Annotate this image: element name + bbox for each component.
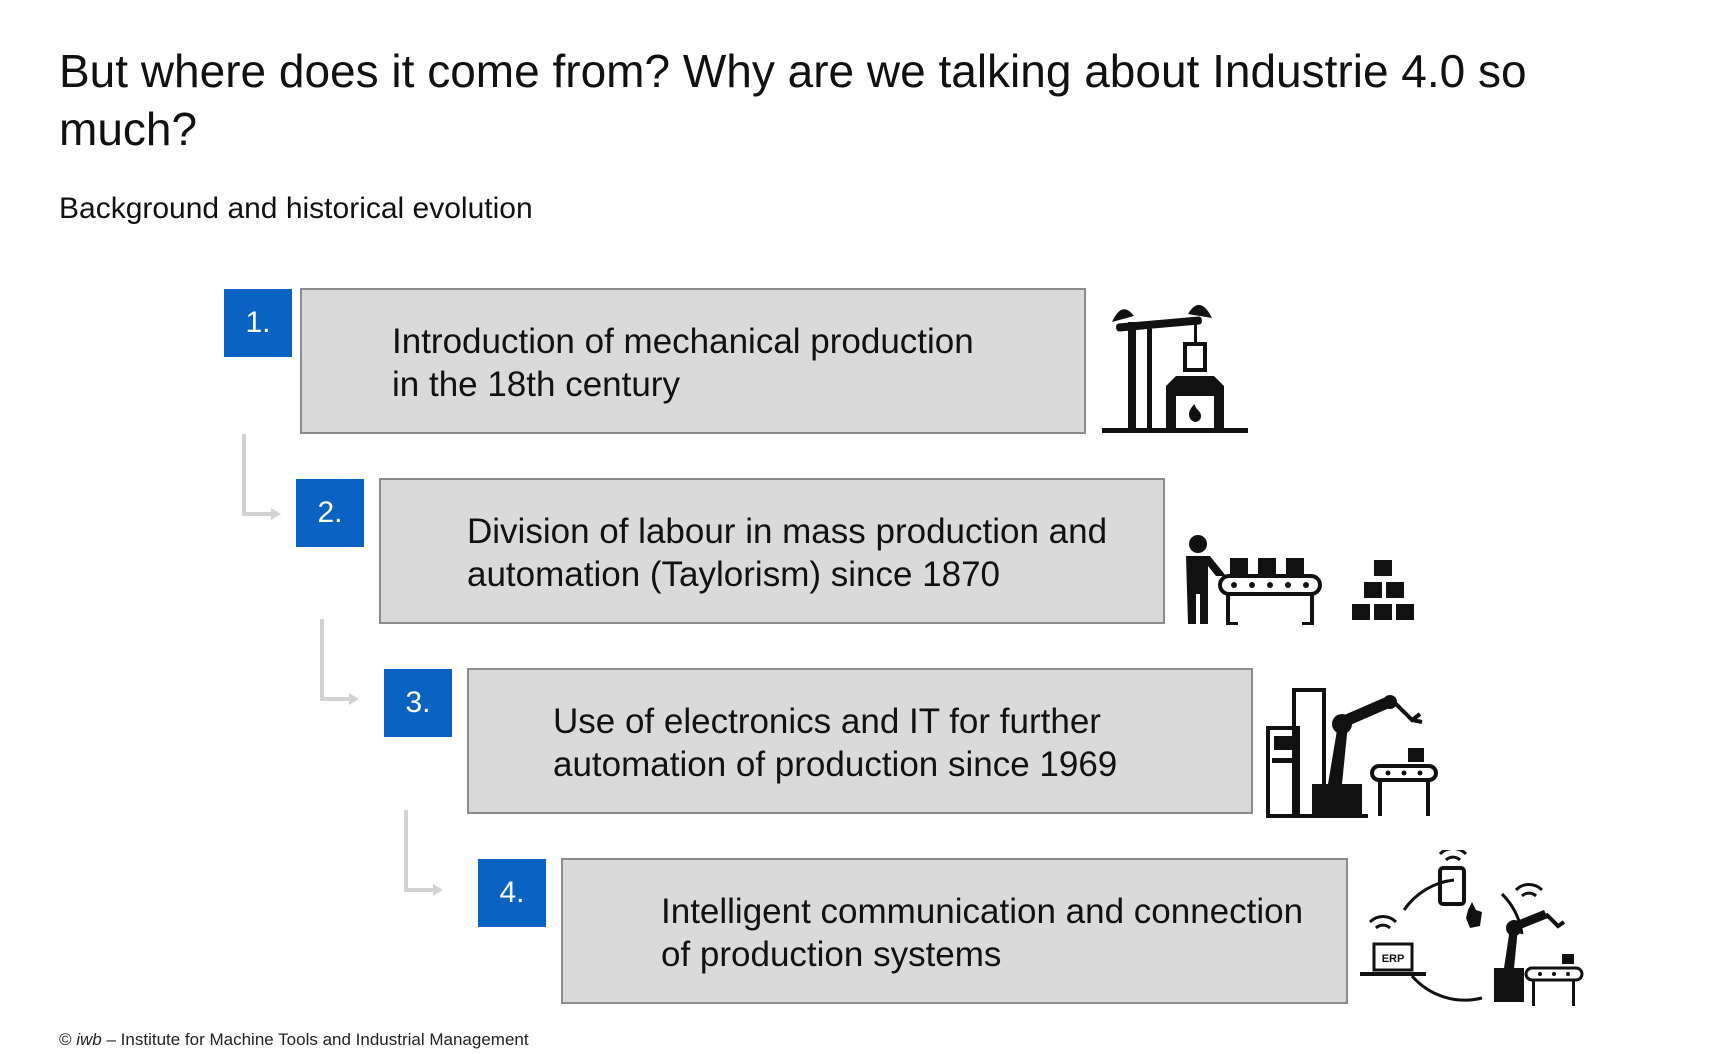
connector-arrow-1 [242,434,281,520]
step-4-number: 4. [478,859,546,927]
step-2-line-1: Division of labour in mass production an… [467,512,1108,551]
step-3-text: Use of electronics and IT for further au… [553,700,1117,786]
footer-text: – Institute for Machine Tools and Indust… [101,1030,529,1049]
slide-title: But where does it come from? Why are we … [59,45,1527,155]
connector-arrow-3 [404,810,443,896]
step-1-number: 1. [224,289,292,357]
erp-label: ERP [1382,953,1405,965]
connector-arrow-2 [320,619,359,705]
footer-brand: iwb [76,1030,102,1049]
slide-subtitle: Background and historical evolution [59,192,533,225]
step-3-line-1: Use of electronics and IT for further [553,702,1101,741]
step-4-line-2: of production systems [661,935,1002,974]
assembly-line-icon [1186,535,1414,625]
step-4-line-1: Intelligent communication and connection [661,892,1304,931]
step-4-text: Intelligent communication and connection… [661,890,1303,976]
step-1-text: Introduction of mechanical production in… [392,320,974,406]
step-2-number: 2. [296,479,364,547]
robot-arm-icon [1266,688,1438,818]
connected-systems-icon: ERP [1360,850,1584,1006]
step-2-text: Division of labour in mass production an… [467,510,1107,596]
step-2-line-2: automation (Taylorism) since 1870 [467,555,1001,594]
step-3-line-2: automation of production since 1969 [553,745,1118,784]
step-1-box [300,288,1086,434]
footer-prefix: © [59,1030,77,1049]
steam-engine-icon [1102,304,1248,433]
step-1-line-2: in the 18th century [392,365,680,404]
step-4-box [561,858,1348,1004]
step-2-box [379,478,1165,624]
step-3-number: 3. [384,669,452,737]
copyright-footer: © iwb – Institute for Machine Tools and … [59,1030,529,1050]
step-1-line-1: Introduction of mechanical production [392,322,974,361]
step-3-box [467,668,1253,814]
